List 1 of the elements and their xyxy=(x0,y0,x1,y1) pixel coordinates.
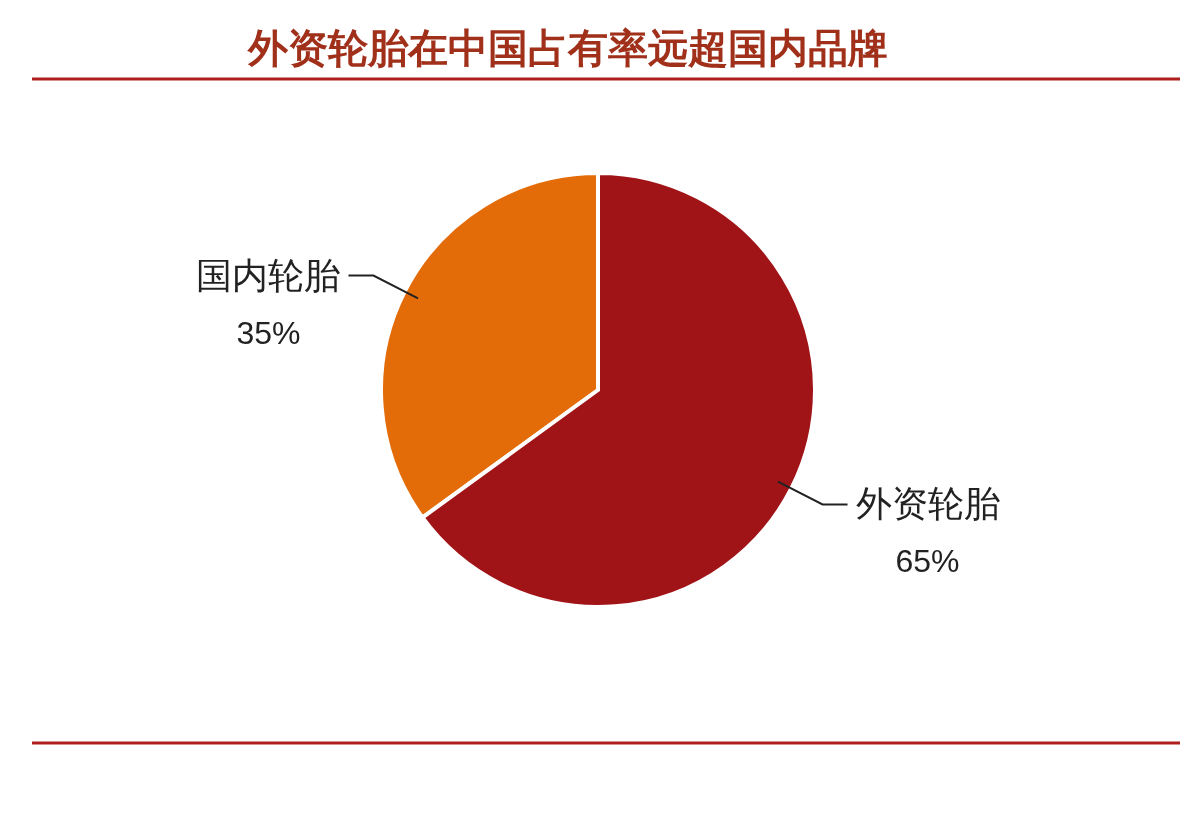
title: 外资轮胎在中国占有率远超国内品牌 xyxy=(248,24,888,71)
